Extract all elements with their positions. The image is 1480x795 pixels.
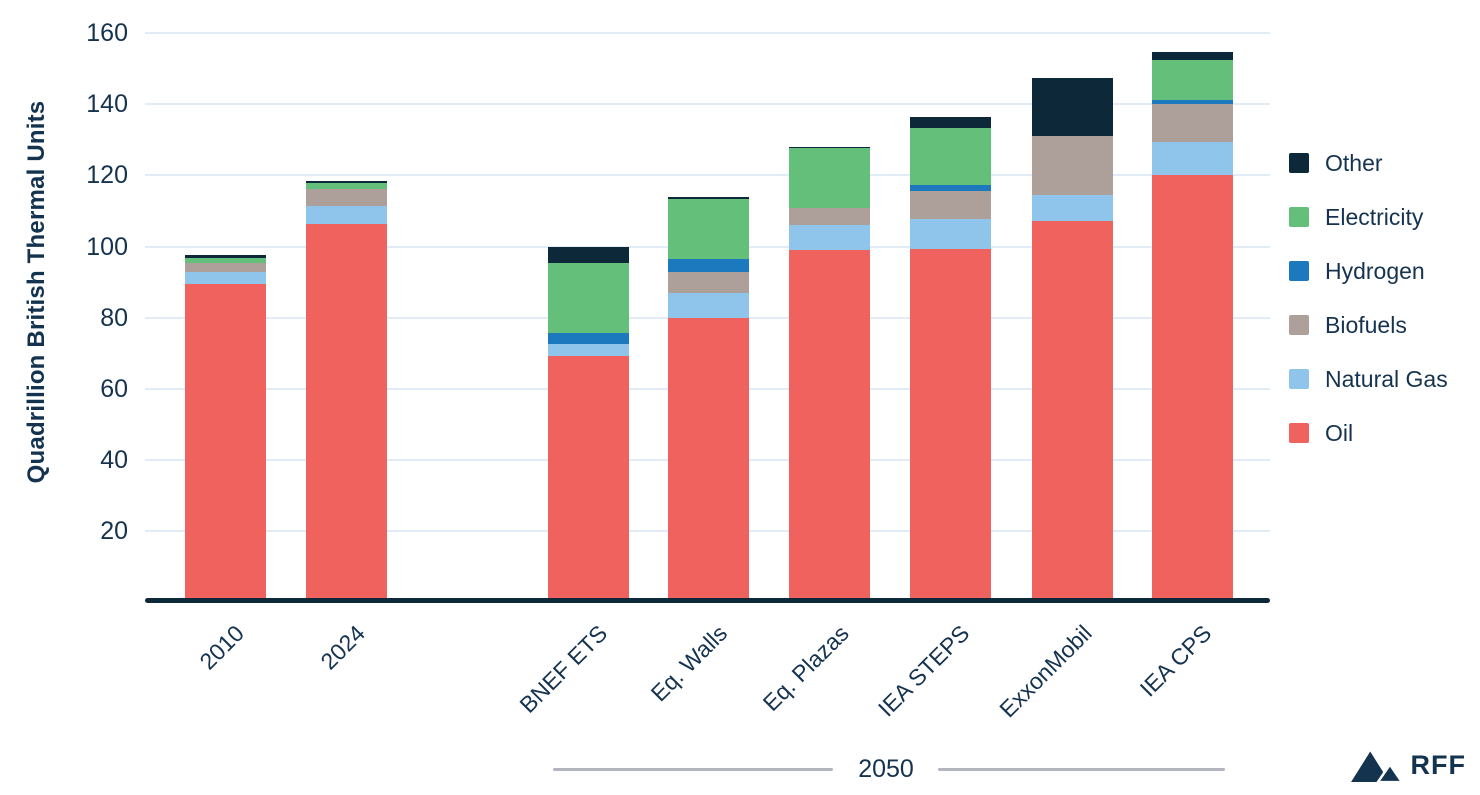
legend-label: Other (1325, 149, 1383, 176)
bar-segment-iea-cps-oil (1152, 175, 1233, 602)
y-axis-title: Quadrillion British Thermal Units (23, 100, 50, 484)
legend-swatch-electricity (1289, 207, 1309, 227)
bar-segment-exxonmobil-natural-gas (1032, 194, 1113, 221)
bar-segment-bnef-ets-hydrogen (548, 333, 629, 344)
bar-segment-2010-biofuels (185, 263, 266, 273)
bar-segment-iea-cps-natural-gas (1152, 142, 1233, 176)
bar-segment-2024-oil (306, 224, 387, 602)
bar-segment-iea-steps-other (910, 116, 991, 128)
bar-segment-bnef-ets-electricity (548, 263, 629, 334)
legend: Other Electricity Hydrogen Biofuels Natural … (1289, 149, 1448, 476)
y-tick-label-140: 140 (86, 90, 128, 119)
x-axis-line (145, 598, 1270, 603)
legend-item-hydrogen: Hydrogen (1289, 257, 1448, 284)
legend-item-natural-gas: Natural Gas (1289, 365, 1448, 392)
bar-segment-2010-other (185, 255, 266, 258)
bar-segment-iea-steps-natural-gas (910, 219, 991, 249)
bar-segment-eq-walls-natural-gas (668, 293, 749, 319)
legend-item-electricity: Electricity (1289, 203, 1448, 230)
y-tick-label-60: 60 (100, 374, 128, 403)
bar-segment-exxonmobil-biofuels (1032, 135, 1113, 195)
bar-segment-eq-plazas-other (789, 146, 870, 149)
bar-segment-iea-steps-hydrogen (910, 184, 991, 191)
bar-segment-eq-plazas-biofuels (789, 207, 870, 226)
legend-swatch-oil (1289, 423, 1309, 443)
x-tick-label-bnef-ets: BNEF ETS (514, 619, 613, 718)
logo-text: RFF (1410, 749, 1466, 780)
bar-segment-eq-walls-biofuels (668, 271, 749, 294)
bar-segment-eq-plazas-electricity (789, 148, 870, 208)
group-annotation-line-right (938, 768, 1225, 771)
bar-segment-2024-other (306, 180, 387, 183)
x-tick-label-2010: 2010 (194, 619, 250, 675)
bar-segment-2010-natural-gas (185, 272, 266, 284)
bar-segment-exxonmobil-other (1032, 77, 1113, 136)
legend-swatch-other (1289, 153, 1309, 173)
bar-segment-eq-plazas-natural-gas (789, 225, 870, 251)
gridline-140 (145, 103, 1270, 106)
legend-label: Electricity (1325, 203, 1424, 230)
y-tick-label-160: 160 (86, 19, 128, 48)
gridline-160 (145, 32, 1270, 35)
x-tick-label-2024: 2024 (315, 619, 371, 675)
x-tick-label-exxonmobil: ExxonMobil (993, 619, 1097, 723)
legend-swatch-natural-gas (1289, 369, 1309, 389)
y-tick-label-100: 100 (86, 232, 128, 261)
legend-swatch-hydrogen (1289, 261, 1309, 281)
legend-swatch-biofuels (1289, 315, 1309, 335)
bar-segment-2024-electricity (306, 182, 387, 190)
bar-segment-iea-steps-electricity (910, 127, 991, 185)
legend-item-oil: Oil (1289, 419, 1448, 446)
legend-label: Oil (1325, 419, 1354, 446)
bar-segment-bnef-ets-other (548, 246, 629, 264)
bar-segment-2010-oil (185, 283, 266, 602)
bar-segment-eq-walls-hydrogen (668, 259, 749, 272)
bar-segment-iea-steps-oil (910, 248, 991, 602)
legend-item-other: Other (1289, 149, 1448, 176)
bar-segment-exxonmobil-oil (1032, 220, 1113, 602)
bar-segment-bnef-ets-oil (548, 355, 629, 602)
bar-segment-eq-walls-other (668, 197, 749, 199)
bar-segment-2010-electricity (185, 257, 266, 264)
group-annotation-label: 2050 (858, 755, 914, 783)
y-tick-label-40: 40 (100, 445, 128, 474)
legend-item-biofuels: Biofuels (1289, 311, 1448, 338)
legend-label: Biofuels (1325, 311, 1407, 338)
x-tick-label-iea-cps: IEA CPS (1134, 619, 1217, 702)
bar-segment-eq-walls-electricity (668, 198, 749, 260)
bar-segment-iea-cps-electricity (1152, 59, 1233, 101)
group-annotation-line-left (553, 768, 833, 771)
bar-segment-eq-plazas-oil (789, 250, 870, 602)
rff-logo: RFF (1350, 748, 1466, 782)
legend-label: Hydrogen (1325, 257, 1425, 284)
bar-segment-2024-natural-gas (306, 205, 387, 225)
bar-segment-eq-walls-oil (668, 318, 749, 602)
mountains-icon (1350, 751, 1401, 782)
y-tick-label-20: 20 (100, 516, 128, 545)
bar-segment-iea-steps-biofuels (910, 190, 991, 220)
bar-segment-iea-cps-hydrogen (1152, 100, 1233, 104)
y-tick-label-120: 120 (86, 161, 128, 190)
bar-segment-iea-cps-other (1152, 52, 1233, 60)
x-tick-label-eq-walls: Eq. Walls (645, 619, 733, 707)
legend-label: Natural Gas (1325, 365, 1448, 392)
bar-segment-iea-cps-biofuels (1152, 103, 1233, 143)
bar-segment-2024-biofuels (306, 189, 387, 206)
bar-segment-bnef-ets-natural-gas (548, 343, 629, 356)
x-tick-label-eq-plazas: Eq. Plazas (757, 619, 854, 717)
gridline-120 (145, 174, 1270, 177)
x-tick-label-iea-steps: IEA STEPS (872, 619, 975, 722)
y-tick-label-80: 80 (100, 303, 128, 332)
